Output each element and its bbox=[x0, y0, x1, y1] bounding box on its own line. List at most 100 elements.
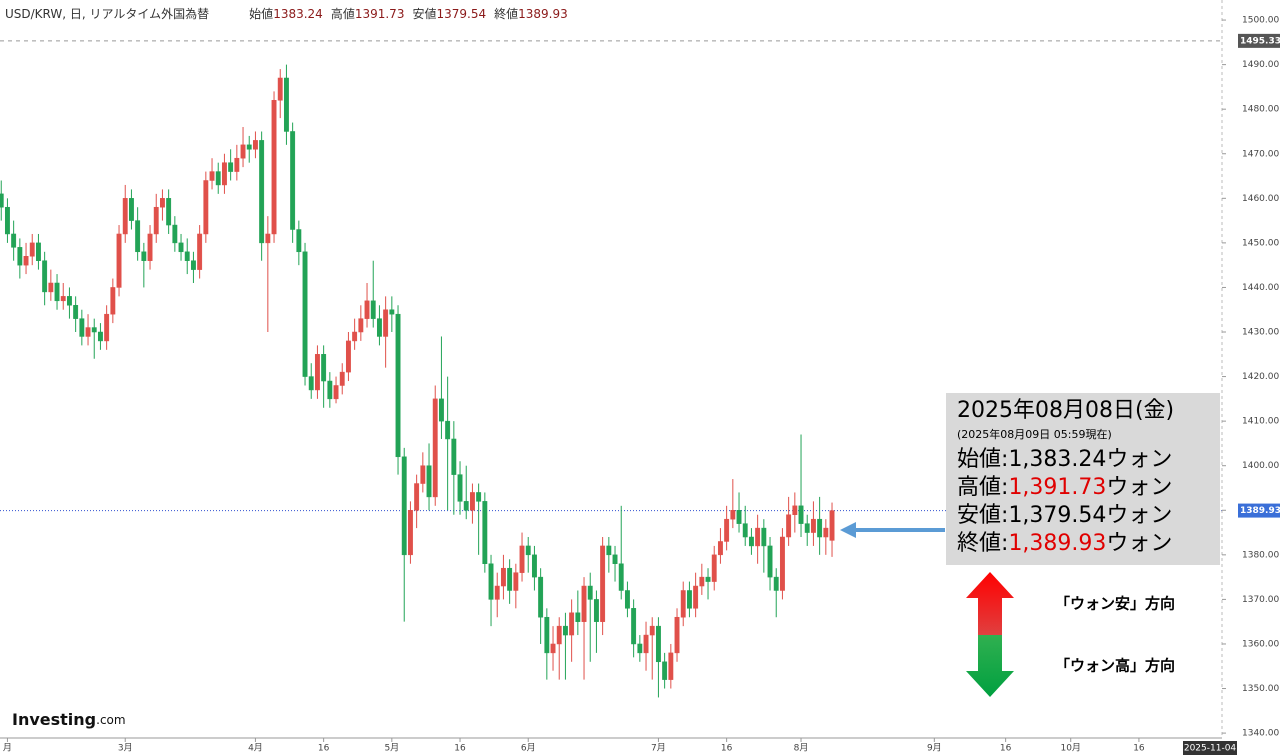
y-tick-label: 1350.00 bbox=[1242, 684, 1279, 694]
up-arrow bbox=[966, 572, 1014, 635]
candle-body bbox=[35, 242, 41, 261]
candle-body bbox=[147, 233, 153, 261]
candle-body bbox=[823, 527, 829, 538]
candle-body bbox=[569, 612, 575, 636]
x-tick-label: 5月 bbox=[384, 743, 399, 754]
candle-body bbox=[407, 510, 413, 556]
y-tick-label: 1370.00 bbox=[1242, 595, 1279, 605]
candle-body bbox=[637, 643, 643, 654]
candle-body bbox=[668, 652, 674, 680]
candle-body bbox=[327, 380, 333, 400]
x-tick-label: 16 bbox=[454, 744, 466, 754]
candle-body bbox=[172, 224, 178, 244]
watermark: Investing.com bbox=[12, 710, 126, 729]
info-note: (2025年08月09日 05:59現在) bbox=[957, 427, 1112, 441]
ohlc-label: 安値 bbox=[412, 6, 436, 21]
y-tick-label: 1340.00 bbox=[1242, 729, 1279, 739]
candle-body bbox=[748, 536, 754, 547]
candle-body bbox=[395, 313, 401, 458]
candle-body bbox=[73, 305, 79, 319]
candle-body bbox=[91, 327, 97, 333]
candle-body bbox=[370, 300, 376, 319]
candle-body bbox=[23, 256, 29, 266]
candle-body bbox=[556, 625, 562, 645]
candle-body bbox=[246, 144, 252, 150]
candle-body bbox=[203, 180, 209, 235]
candle-body bbox=[438, 398, 444, 422]
candle-body bbox=[686, 590, 692, 609]
x-tick-label: 16 bbox=[721, 744, 733, 754]
candle-body bbox=[364, 300, 370, 319]
candle-body bbox=[680, 590, 686, 618]
candle-body bbox=[128, 198, 134, 221]
candle-body bbox=[531, 554, 537, 578]
x-cursor-label: 2025-11-04 bbox=[1184, 744, 1237, 754]
candle-body bbox=[265, 233, 271, 244]
info-box bbox=[946, 393, 1220, 565]
info-label: 始値 bbox=[957, 447, 1001, 472]
candle-body bbox=[66, 296, 72, 306]
candle-body bbox=[197, 233, 203, 270]
candle-body bbox=[792, 505, 798, 515]
candle-body bbox=[649, 625, 655, 636]
x-tick-label: 16 bbox=[1133, 744, 1145, 754]
info-value: 1,383.24 bbox=[1008, 447, 1106, 472]
candle-body bbox=[240, 144, 246, 159]
candle-body bbox=[60, 296, 66, 302]
reference-label: 1495.33 bbox=[1240, 36, 1280, 46]
ohlc-value: 1391.73 bbox=[355, 7, 405, 21]
info-unit: ウォン bbox=[1106, 503, 1172, 528]
candle-body bbox=[500, 567, 506, 587]
candle-body bbox=[296, 229, 302, 253]
candle-body bbox=[389, 309, 395, 315]
y-tick-label: 1480.00 bbox=[1242, 105, 1279, 115]
candle-body bbox=[655, 625, 661, 663]
y-tick-label: 1400.00 bbox=[1242, 461, 1279, 471]
candle-body bbox=[587, 585, 593, 600]
candle-body bbox=[259, 140, 265, 244]
header-title: USD/KRW, 日, リアルタイム外国為替 bbox=[5, 7, 209, 21]
candle-body bbox=[178, 242, 184, 253]
candle-body bbox=[593, 599, 599, 622]
candle-body bbox=[321, 354, 327, 382]
x-tick-label: 8月 bbox=[794, 743, 809, 754]
candle-body bbox=[414, 483, 420, 511]
candle-body bbox=[401, 456, 407, 556]
candle-body bbox=[110, 287, 116, 315]
candle-body bbox=[345, 340, 351, 373]
candle-body bbox=[290, 131, 296, 230]
candle-body bbox=[544, 616, 550, 654]
candle-body bbox=[166, 198, 172, 226]
x-tick-label: 7月 bbox=[651, 743, 666, 754]
candle-body bbox=[618, 563, 624, 591]
candle-body bbox=[79, 318, 85, 337]
reference-label-box bbox=[1238, 33, 1280, 48]
candle-body bbox=[742, 523, 748, 538]
info-separator: : bbox=[1001, 447, 1008, 472]
candle-body bbox=[352, 331, 358, 342]
last-price-label: 1389.93 bbox=[1240, 506, 1280, 516]
candle-body bbox=[141, 251, 147, 261]
y-tick-label: 1470.00 bbox=[1242, 149, 1279, 159]
x-tick-label: 10月 bbox=[1060, 743, 1080, 754]
y-tick-label: 1440.00 bbox=[1242, 283, 1279, 293]
watermark-suffix: .com bbox=[96, 713, 125, 727]
info-rows: 始値:1,383.24ウォン高値:1,391.73ウォン安値:1,379.54ウ… bbox=[957, 447, 1172, 556]
info-label: 終値 bbox=[957, 531, 1001, 556]
y-tick-label: 1360.00 bbox=[1242, 639, 1279, 649]
candle-body bbox=[283, 77, 289, 132]
candle-body bbox=[159, 198, 165, 208]
candle-body bbox=[85, 327, 91, 337]
candle-body bbox=[135, 220, 141, 253]
candle-body bbox=[190, 260, 196, 270]
candle-body bbox=[804, 523, 810, 533]
x-tick-label: 3月 bbox=[118, 743, 133, 754]
candle-body bbox=[277, 77, 283, 101]
candle-body bbox=[4, 206, 10, 235]
y-tick-label: 1410.00 bbox=[1242, 417, 1279, 427]
candle-body bbox=[525, 545, 531, 556]
candle-body bbox=[314, 354, 320, 391]
info-separator: : bbox=[1001, 503, 1008, 528]
y-tick-label: 1420.00 bbox=[1242, 372, 1279, 382]
